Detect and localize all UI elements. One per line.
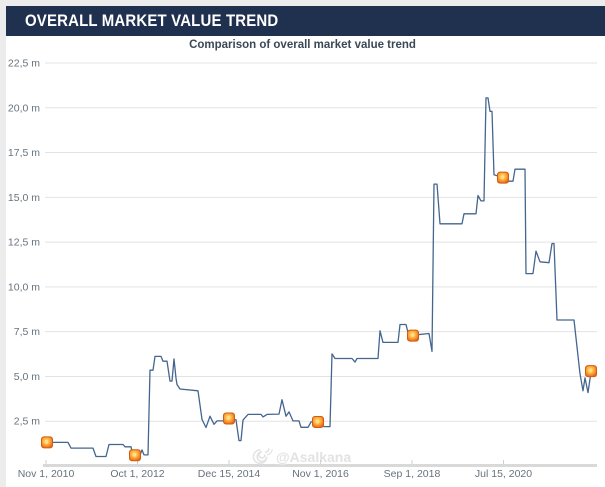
chart-title: Comparison of overall market value trend — [189, 39, 416, 51]
section-header: OVERALL MARKET VALUE TREND — [6, 6, 605, 36]
chart-card — [6, 36, 605, 487]
section-header-title: OVERALL MARKET VALUE TREND — [25, 11, 279, 30]
